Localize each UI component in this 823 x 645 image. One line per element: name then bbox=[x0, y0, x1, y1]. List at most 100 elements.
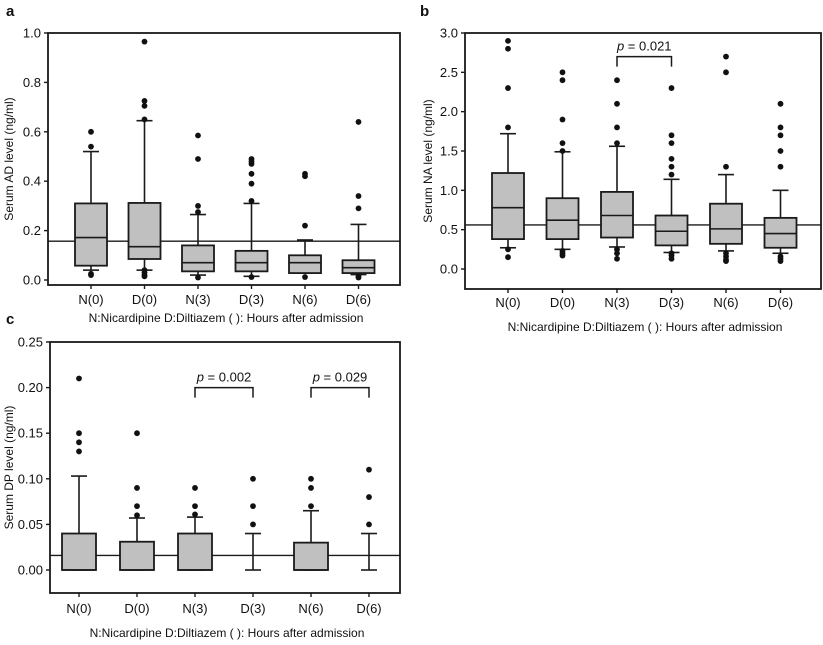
outlier-point bbox=[366, 494, 372, 500]
outlier-point bbox=[668, 171, 675, 178]
outlier-point bbox=[614, 140, 620, 147]
x-axis-title: N:Nicardipine D:Diltiazem ( ): Hours aft… bbox=[508, 320, 783, 334]
outlier-point bbox=[192, 485, 198, 491]
outlier-point bbox=[302, 170, 308, 177]
box-D(0) bbox=[545, 69, 580, 259]
x-category-label: N(3) bbox=[604, 295, 629, 310]
x-category-label: N(6) bbox=[298, 601, 323, 616]
outlier-point bbox=[366, 521, 372, 528]
plot-frame bbox=[464, 32, 822, 290]
significance-bracket bbox=[616, 55, 673, 67]
outlier-point bbox=[195, 203, 201, 209]
outlier-point bbox=[141, 273, 148, 280]
outlier-point bbox=[141, 38, 148, 45]
outlier-point bbox=[248, 198, 255, 204]
y-axis-title: Serum DP level (ng/ml) bbox=[2, 406, 16, 530]
box-iqr bbox=[181, 244, 215, 273]
outlier-point bbox=[134, 503, 140, 510]
x-category-label: N(0) bbox=[78, 292, 103, 307]
box-N(6) bbox=[288, 170, 322, 280]
x-category-label: D(3) bbox=[240, 601, 265, 616]
outlier-point bbox=[141, 116, 148, 123]
y-tick-label: 0.05 bbox=[18, 517, 43, 532]
x-category-label: N(3) bbox=[182, 601, 207, 616]
outlier-point bbox=[250, 475, 256, 482]
outlier-point bbox=[308, 503, 314, 510]
box-iqr bbox=[288, 254, 322, 274]
outlier-point bbox=[192, 511, 198, 518]
box-iqr bbox=[545, 197, 580, 241]
box-D(0) bbox=[119, 430, 155, 571]
outlier-point bbox=[76, 448, 82, 455]
x-category-label: D(6) bbox=[346, 292, 371, 307]
panel-b: b 0.0 0.5 1.0 1.5 2.0 2.5 3.0 N(0) D(0) N(3) D(3) N(… bbox=[420, 3, 822, 334]
box-N(3) bbox=[181, 132, 215, 281]
box-iqr bbox=[127, 202, 162, 260]
y-tick-label: 0.00 bbox=[18, 563, 43, 578]
x-category-label: D(0) bbox=[124, 601, 149, 616]
box-N(3) bbox=[600, 77, 634, 262]
y-tick-label: 0.15 bbox=[18, 426, 43, 441]
box-N(6) bbox=[709, 53, 743, 265]
outlier-point bbox=[614, 100, 620, 107]
outlier-point bbox=[76, 439, 82, 446]
outlier-point bbox=[88, 128, 94, 135]
y-tick-label: 1.5 bbox=[440, 144, 458, 159]
x-category-label: N(6) bbox=[292, 292, 317, 307]
outlier-point bbox=[668, 155, 675, 162]
x-category-label: N(0) bbox=[66, 601, 91, 616]
box-N(3) bbox=[177, 485, 213, 571]
outlier-point bbox=[668, 140, 675, 147]
box-iqr bbox=[234, 249, 269, 273]
outlier-point bbox=[614, 124, 620, 131]
box-D(6) bbox=[341, 119, 376, 281]
outlier-point bbox=[308, 475, 314, 482]
outlier-point bbox=[195, 274, 201, 281]
outlier-point bbox=[777, 132, 784, 139]
outlier-point bbox=[355, 273, 362, 280]
panel-a: a 0.0 0.2 0.4 0.6 0.8 1.0 N(0) D(0) N(3) D(3) N(6) D… bbox=[2, 3, 401, 325]
y-tick-label: 0.8 bbox=[23, 75, 41, 90]
outlier-point bbox=[195, 132, 201, 139]
box-iqr bbox=[293, 541, 329, 571]
y-tick-label: 0.5 bbox=[440, 222, 458, 237]
p-symbol: p bbox=[312, 370, 320, 385]
outlier-point bbox=[248, 180, 255, 187]
y-tick-label: 0.10 bbox=[18, 471, 43, 486]
p-value: = 0.029 bbox=[320, 370, 367, 385]
outlier-point bbox=[777, 148, 784, 154]
y-tick-label: 0.20 bbox=[18, 380, 43, 395]
p-value-label: p = 0.002 bbox=[196, 370, 252, 385]
p-value-label: p = 0.021 bbox=[616, 39, 672, 54]
outlier-point bbox=[777, 258, 784, 265]
outlier-point bbox=[302, 274, 308, 280]
outlier-point bbox=[248, 274, 255, 280]
plot-frame bbox=[47, 32, 401, 286]
x-category-label: D(6) bbox=[768, 295, 793, 310]
outlier-point bbox=[308, 485, 314, 491]
plot-frame bbox=[49, 341, 401, 594]
outlier-point bbox=[505, 37, 511, 44]
y-tick-label: 2.0 bbox=[440, 104, 458, 119]
box-D(3) bbox=[234, 156, 269, 280]
x-axis-title: N:Nicardipine D:Diltiazem ( ): Hours aft… bbox=[90, 626, 365, 640]
outlier-point bbox=[195, 156, 201, 162]
outlier-point bbox=[505, 254, 511, 261]
box-N(0) bbox=[61, 375, 97, 571]
outlier-point bbox=[76, 430, 82, 437]
box-iqr bbox=[341, 259, 376, 274]
y-tick-label: 1.0 bbox=[23, 26, 41, 41]
outlier-point bbox=[248, 156, 255, 162]
outlier-point bbox=[668, 255, 675, 262]
outlier-point bbox=[248, 170, 255, 177]
significance-bracket bbox=[194, 386, 254, 398]
outlier-point bbox=[559, 148, 566, 154]
outlier-point bbox=[777, 163, 784, 170]
outlier-point bbox=[302, 222, 308, 229]
box-D(6) bbox=[361, 466, 377, 571]
outlier-point bbox=[141, 98, 148, 104]
outlier-point bbox=[723, 258, 729, 265]
outlier-point bbox=[355, 193, 362, 199]
outlier-point bbox=[250, 503, 256, 510]
